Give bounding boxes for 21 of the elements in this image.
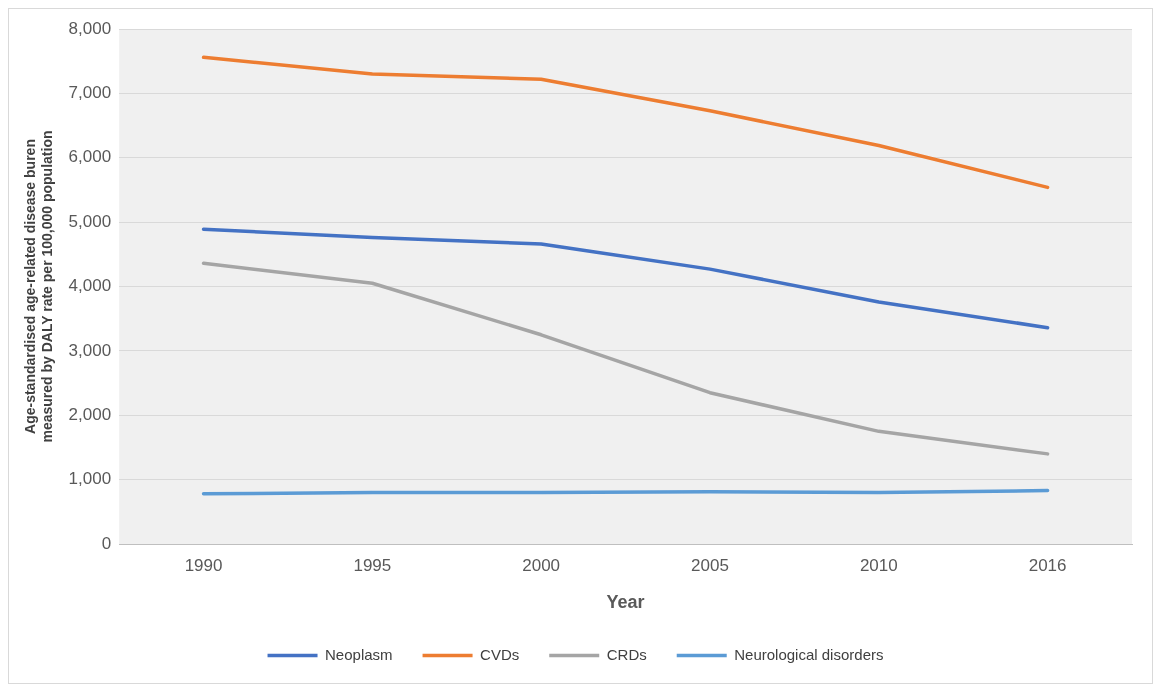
y-tick-label: 2,000 — [68, 404, 112, 424]
x-tick-label: 2016 — [1028, 555, 1067, 575]
x-tick-label: 1995 — [353, 555, 392, 575]
y-tick-label: 0 — [101, 533, 112, 553]
x-tick-label: 2005 — [691, 555, 729, 575]
legend-label: CVDs — [480, 645, 520, 663]
y-tick-label: 5,000 — [68, 211, 112, 231]
y-tick-label: 3,000 — [68, 340, 112, 360]
legend-label: CRDs — [606, 645, 647, 663]
legend-label: Neurological disorders — [734, 645, 884, 663]
x-tick-label: 2010 — [859, 555, 898, 575]
y-tick-label: 8,000 — [68, 18, 112, 38]
x-tick-label: 2000 — [522, 555, 561, 575]
x-axis-title: Year — [606, 592, 645, 613]
legend-label: Neoplasm — [325, 645, 393, 663]
y-tick-label: 4,000 — [68, 276, 112, 296]
y-tick-label: 6,000 — [68, 147, 112, 167]
x-tick-label: 1990 — [184, 555, 223, 575]
y-tick-label: 7,000 — [68, 83, 112, 103]
y-axis-title: Age-standardised age-related disease buren measured by DALY rate per 100,000 population — [22, 130, 56, 443]
y-tick-label: 1,000 — [68, 469, 112, 489]
